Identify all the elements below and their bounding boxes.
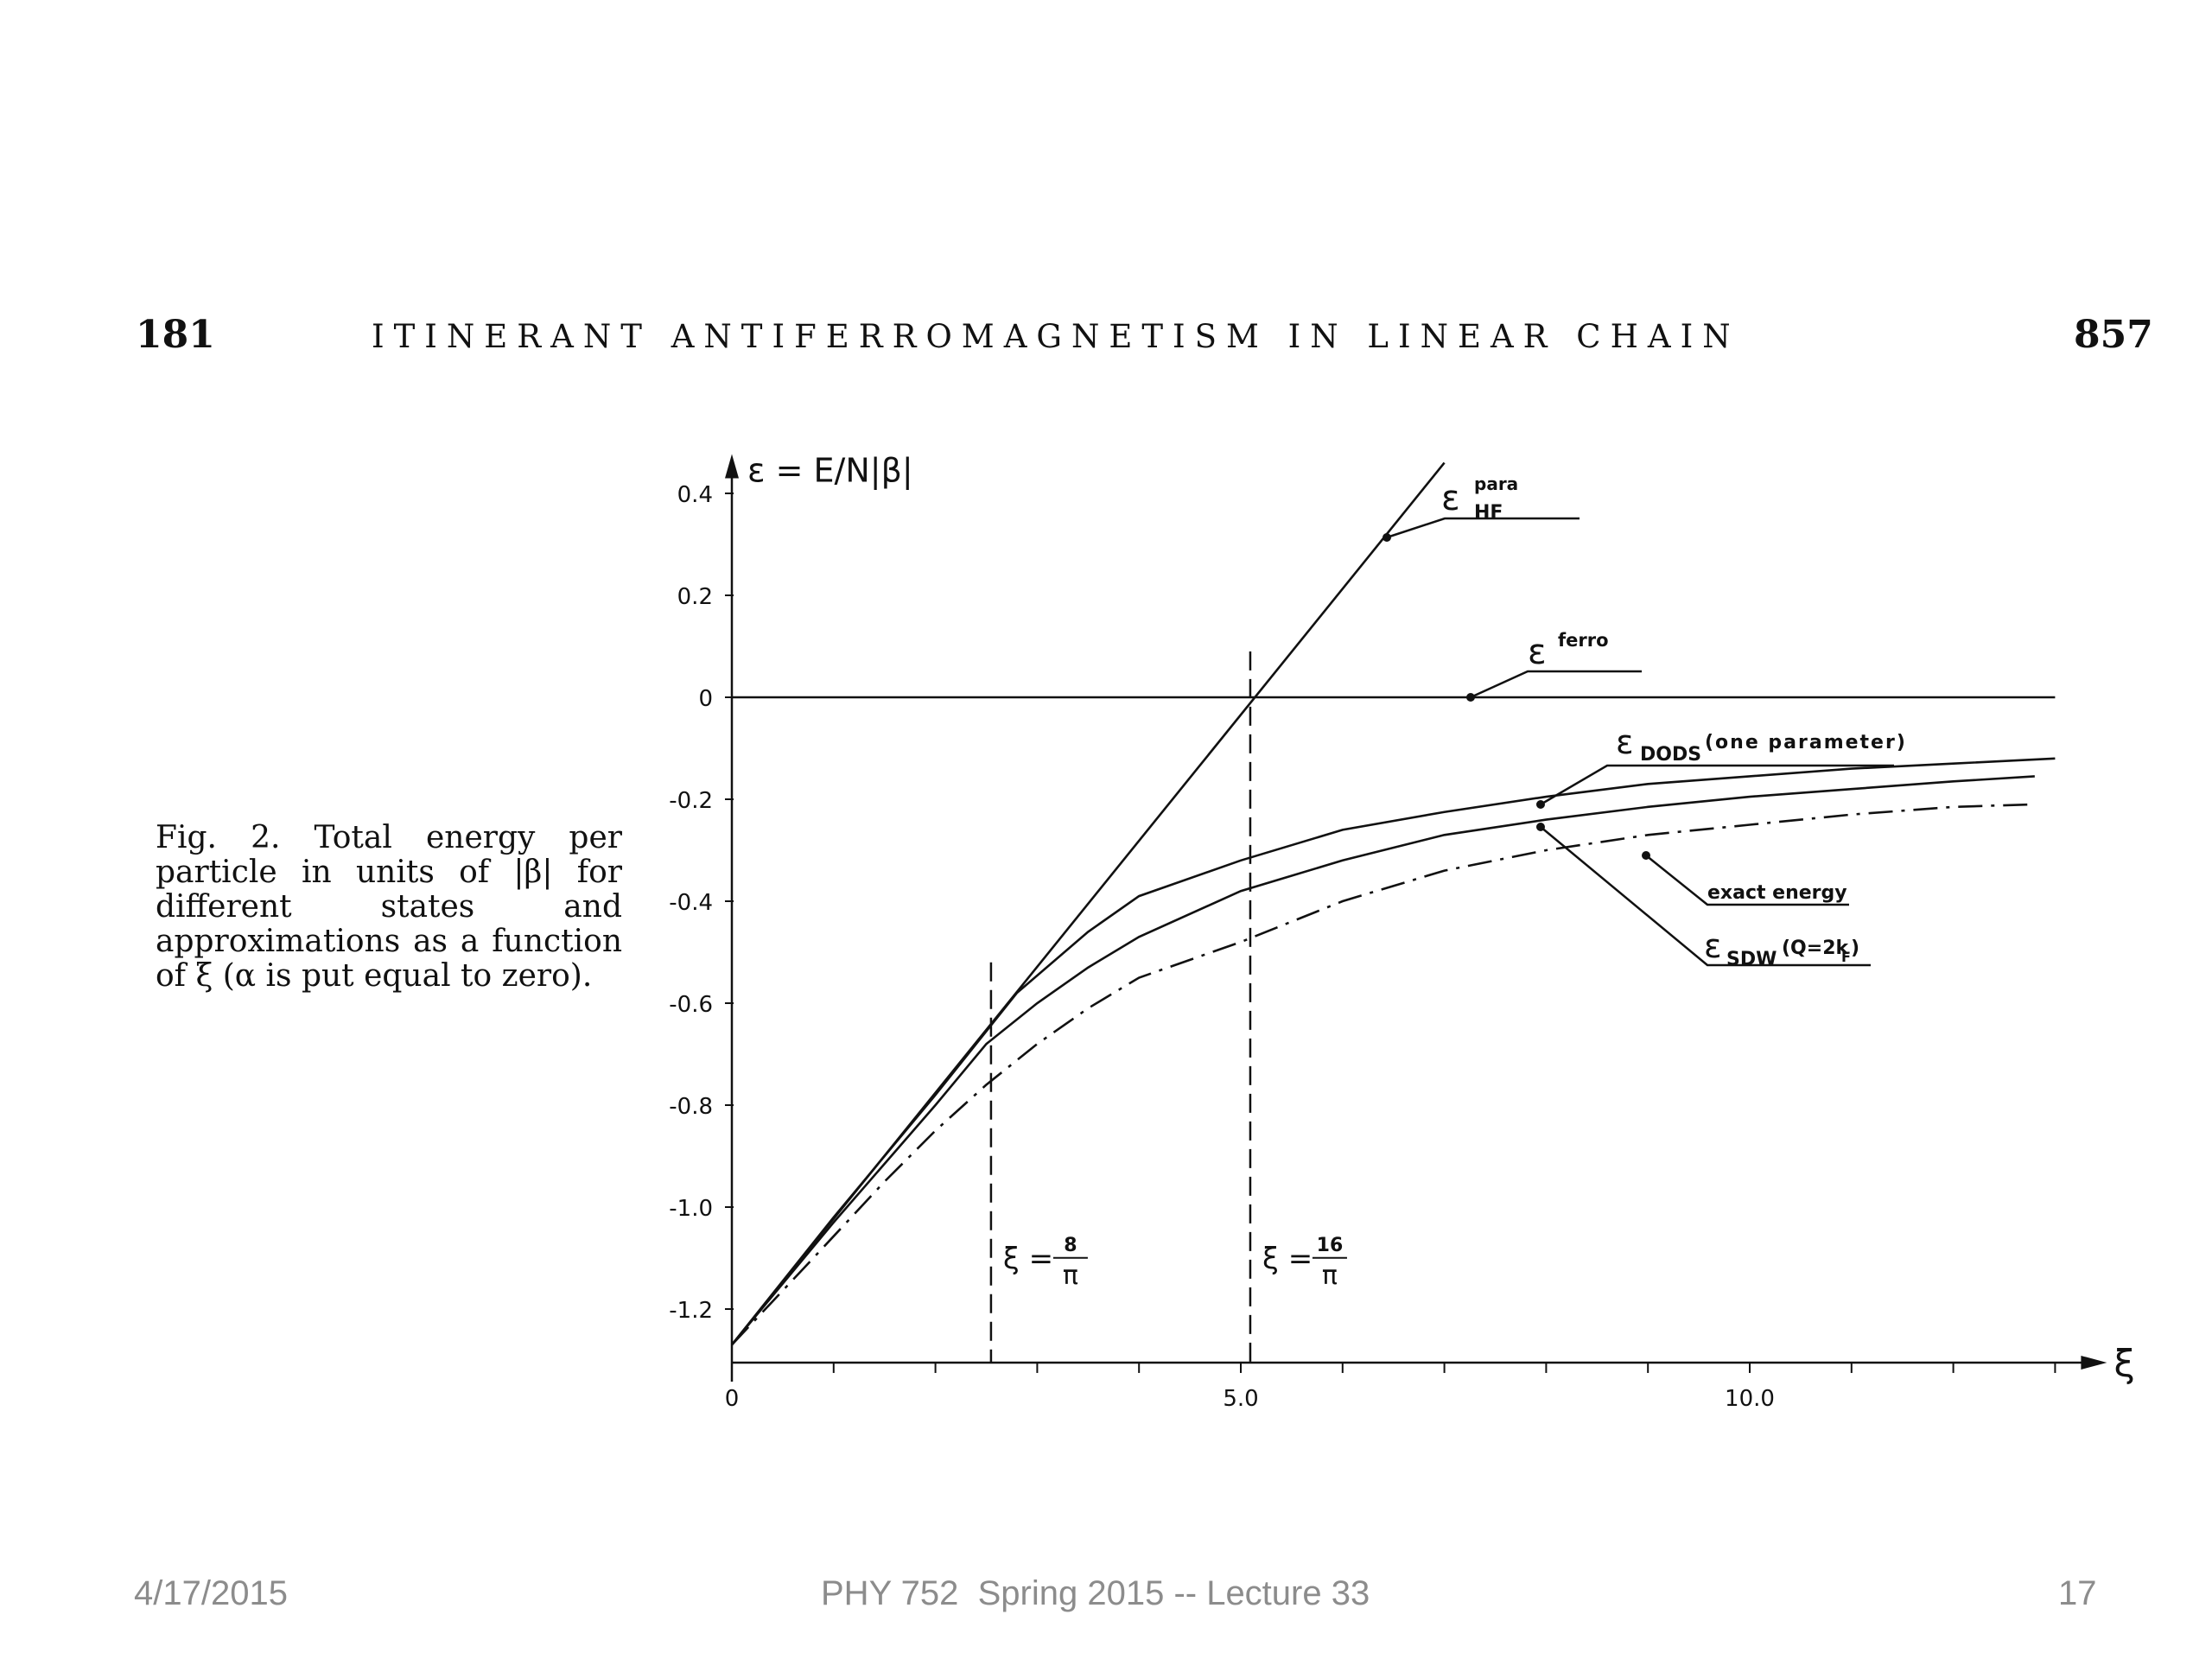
- leader-para-hf: [1386, 517, 1580, 539]
- label-dods-sub: DODS: [1640, 744, 1701, 766]
- footer-title: PHY 752 Spring 2015 -- Lecture 33: [821, 1574, 1370, 1612]
- running-title: ITINERANT ANTIFERROMAGNETISM IN LINEAR C…: [372, 318, 1740, 355]
- label-ferro-sup: ferro: [1558, 630, 1609, 651]
- leader-para-hf-tip: [1382, 533, 1391, 542]
- label-dods: ε: [1616, 723, 1634, 761]
- leader-exact-tip: [1642, 851, 1650, 860]
- y-tick-label: -0.6: [669, 992, 713, 1018]
- figure-caption: Fig. 2. Total energy per particle in uni…: [156, 820, 622, 994]
- y-tick-label: 0: [698, 686, 713, 712]
- label-sdw-extra-close: ): [1851, 938, 1859, 959]
- y-tick-label: -1.0: [669, 1196, 713, 1222]
- leader-sdw: [1540, 826, 1871, 967]
- leader-ferro-tip: [1466, 693, 1475, 702]
- x-tick-label: 0: [725, 1386, 740, 1412]
- slide-number: 17: [2058, 1574, 2097, 1612]
- series-line-2: [730, 757, 2056, 1346]
- y-tick-label: -0.8: [669, 1094, 713, 1120]
- label-para-hf-sub: HF: [1474, 502, 1503, 524]
- label-sdw: ε: [1704, 927, 1722, 965]
- x-tick-label: 10.0: [1725, 1386, 1775, 1412]
- y-tick-label: 0.4: [677, 482, 713, 508]
- y-tick-label: -0.2: [669, 788, 713, 814]
- leader-dods-tip: [1536, 800, 1545, 809]
- series-line-3: [731, 775, 2035, 1346]
- y-tick-label: -0.4: [669, 890, 713, 916]
- marker-label-numerator: 8: [1064, 1235, 1077, 1256]
- series-line-4: [731, 803, 2035, 1346]
- label-para-hf: ε: [1441, 479, 1460, 518]
- label-sdw-sub: SDW: [1726, 949, 1777, 970]
- label-ferro: ε: [1528, 632, 1547, 672]
- marker-label: ξ =: [1262, 1242, 1313, 1276]
- y-axis-arrow: [725, 454, 739, 479]
- label-sdw-extra: (Q=2k: [1782, 938, 1849, 959]
- x-axis-label: ξ: [2113, 1342, 2135, 1386]
- leader-exact: [1645, 855, 1849, 906]
- page-number-right: 857: [2074, 313, 2153, 357]
- leader-sdw-tip: [1536, 823, 1545, 831]
- leader-ferro: [1470, 670, 1642, 699]
- marker-label-denominator: π: [1063, 1261, 1078, 1291]
- marker-label: ξ =: [1003, 1242, 1053, 1276]
- marker-label-numerator: 16: [1317, 1235, 1344, 1256]
- y-axis-label: ε = E/N|β|: [747, 452, 913, 491]
- label-sdw-extra-sub: F: [1841, 949, 1851, 965]
- label-dods-extra: (one parameter): [1705, 732, 1907, 753]
- y-tick-label: 0.2: [677, 584, 713, 610]
- label-para-hf-sup: para: [1474, 474, 1518, 494]
- footer-date: 4/17/2015: [134, 1574, 288, 1612]
- x-tick-label: 5.0: [1223, 1386, 1258, 1412]
- label-exact: exact energy: [1707, 882, 1847, 904]
- page-number-left: 181: [136, 313, 215, 357]
- leader-dods: [1540, 764, 1894, 806]
- y-tick-label: -1.2: [669, 1298, 713, 1324]
- marker-label-denominator: π: [1322, 1261, 1338, 1291]
- x-axis-arrow: [2081, 1355, 2107, 1370]
